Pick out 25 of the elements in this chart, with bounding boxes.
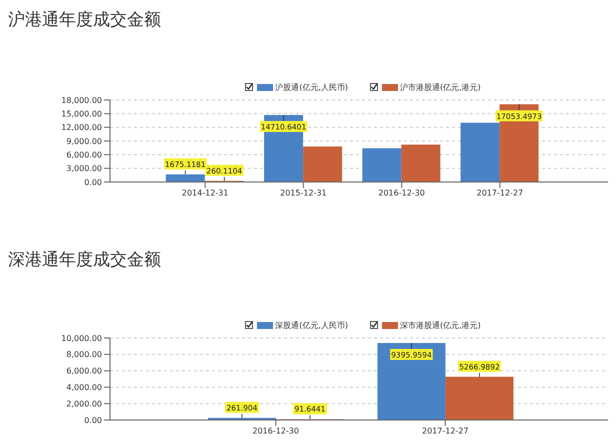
chart-title: 深港通年度成交金额 (8, 249, 161, 271)
y-tick-label: 0.00 (84, 178, 102, 187)
legend-label: 深股通(亿元,人民币) (275, 320, 348, 330)
y-tick-label: 3,000.00 (66, 164, 102, 174)
x-tick-label: 2016-12-30 (378, 188, 425, 198)
legend-label: 深市港股通(亿元,港元) (400, 320, 481, 330)
y-tick-label: 4,000.00 (66, 383, 102, 392)
x-tick-label: 2014-12-31 (182, 188, 228, 198)
x-tick-label: 2017-12-27 (422, 426, 468, 436)
y-tick-label: 8,000.00 (66, 350, 102, 360)
x-tick-label: 2016-12-30 (252, 426, 299, 436)
y-tick-label: 2,000.00 (66, 399, 102, 408)
y-tick-label: 10,000.00 (61, 334, 102, 343)
chart-title: 沪港通年度成交金额 (8, 9, 161, 31)
x-tick-label: 2017-12-27 (476, 188, 524, 198)
x-tick-label: 2015-12-31 (280, 188, 327, 198)
y-tick-label: 12,000.00 (61, 123, 102, 132)
y-tick-label: 6,000.00 (66, 366, 102, 376)
legend-label: 沪市港股通(亿元,港元) (400, 82, 481, 92)
y-tick-label: 6,000.00 (66, 150, 102, 160)
y-tick-label: 18,000.00 (61, 96, 102, 105)
y-tick-label: 9,000.00 (66, 136, 102, 146)
y-tick-label: 15,000.00 (61, 110, 102, 119)
legend-label: 沪股通(亿元,人民币) (275, 82, 348, 92)
y-tick-label: 0.00 (84, 416, 102, 425)
